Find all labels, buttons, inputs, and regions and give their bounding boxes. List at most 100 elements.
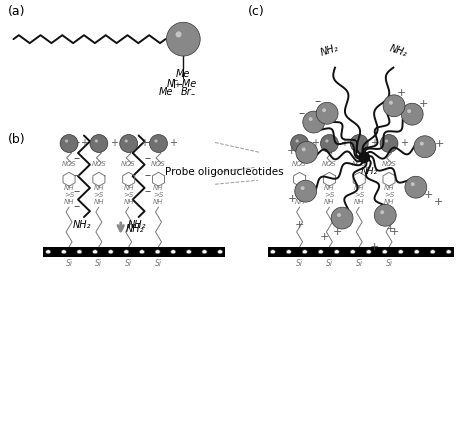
- Text: NH: NH: [123, 185, 134, 191]
- Ellipse shape: [155, 250, 160, 254]
- Ellipse shape: [414, 250, 419, 254]
- Circle shape: [420, 142, 424, 145]
- Text: Si: Si: [296, 259, 303, 268]
- Circle shape: [95, 139, 98, 143]
- Text: NH: NH: [294, 185, 305, 191]
- Text: NH: NH: [354, 185, 365, 191]
- Text: >S: >S: [324, 192, 335, 198]
- Text: NH: NH: [153, 185, 164, 191]
- Ellipse shape: [334, 250, 339, 254]
- Text: NCS: NCS: [382, 161, 396, 168]
- Text: (c): (c): [248, 5, 264, 19]
- Text: +: +: [400, 138, 408, 149]
- Text: –: –: [145, 169, 151, 182]
- Circle shape: [309, 117, 313, 121]
- Bar: [268, 247, 454, 257]
- Text: –: –: [314, 95, 321, 108]
- Text: Si: Si: [155, 259, 162, 268]
- Circle shape: [90, 134, 108, 152]
- Text: >S: >S: [124, 192, 134, 198]
- Text: +: +: [174, 82, 180, 88]
- Circle shape: [291, 134, 309, 152]
- Text: NH: NH: [64, 199, 74, 205]
- Ellipse shape: [139, 250, 145, 254]
- Text: Br: Br: [181, 87, 191, 97]
- Text: NH: NH: [384, 199, 394, 205]
- Text: –: –: [73, 136, 79, 149]
- Ellipse shape: [186, 250, 191, 254]
- Circle shape: [380, 134, 398, 152]
- Ellipse shape: [108, 250, 113, 254]
- Text: >S: >S: [294, 192, 305, 198]
- Text: NH₂: NH₂: [73, 220, 91, 230]
- Text: –: –: [73, 200, 79, 213]
- Text: Si: Si: [125, 259, 132, 268]
- Text: NH: NH: [384, 185, 394, 191]
- Circle shape: [302, 147, 306, 151]
- Text: –: –: [145, 152, 151, 165]
- Text: –: –: [73, 185, 79, 198]
- Text: +: +: [419, 99, 428, 109]
- Text: NH: NH: [94, 185, 104, 191]
- Text: +: +: [110, 138, 118, 149]
- Ellipse shape: [366, 250, 371, 254]
- Circle shape: [405, 176, 427, 198]
- Text: +: +: [369, 242, 379, 252]
- Text: NCS: NCS: [151, 161, 166, 168]
- Ellipse shape: [286, 250, 291, 254]
- Ellipse shape: [270, 250, 275, 254]
- Ellipse shape: [61, 250, 66, 254]
- Ellipse shape: [92, 250, 98, 254]
- Circle shape: [380, 210, 384, 214]
- Text: –: –: [145, 185, 151, 198]
- Circle shape: [389, 101, 393, 105]
- Text: +: +: [435, 139, 444, 149]
- Text: Si: Si: [95, 259, 102, 268]
- Circle shape: [358, 152, 370, 164]
- Text: +: +: [140, 138, 147, 149]
- Circle shape: [296, 141, 318, 163]
- Ellipse shape: [318, 250, 323, 254]
- Text: +: +: [287, 146, 297, 156]
- Text: +: +: [332, 227, 342, 237]
- Text: NH: NH: [64, 185, 74, 191]
- Text: +: +: [389, 227, 399, 237]
- Circle shape: [337, 213, 341, 217]
- Text: Si: Si: [65, 259, 73, 268]
- Ellipse shape: [124, 250, 129, 254]
- Text: Me: Me: [176, 69, 191, 79]
- Circle shape: [383, 95, 405, 117]
- Text: Si: Si: [385, 259, 392, 268]
- Text: N: N: [167, 79, 174, 89]
- Text: NH: NH: [123, 199, 134, 205]
- Text: NH: NH: [153, 199, 164, 205]
- Circle shape: [407, 109, 411, 113]
- Text: NH: NH: [324, 185, 335, 191]
- Circle shape: [175, 31, 182, 38]
- Text: +: +: [80, 138, 88, 149]
- Text: NH: NH: [294, 199, 305, 205]
- Text: (a): (a): [8, 5, 25, 19]
- Circle shape: [60, 134, 78, 152]
- Text: –: –: [299, 107, 305, 120]
- Text: Si: Si: [356, 259, 363, 268]
- Text: +: +: [370, 138, 378, 149]
- Text: NH: NH: [324, 199, 335, 205]
- Text: NH₂: NH₂: [128, 220, 146, 230]
- Circle shape: [166, 22, 200, 56]
- Circle shape: [374, 204, 396, 226]
- Text: NCS: NCS: [62, 161, 76, 168]
- Text: –: –: [73, 169, 79, 182]
- Bar: [43, 247, 225, 257]
- Circle shape: [65, 139, 68, 143]
- Circle shape: [320, 134, 338, 152]
- Circle shape: [331, 207, 353, 229]
- Circle shape: [355, 139, 358, 143]
- Ellipse shape: [382, 250, 387, 254]
- Circle shape: [411, 182, 415, 186]
- Text: +: +: [310, 138, 319, 149]
- Text: >S: >S: [384, 192, 394, 198]
- Circle shape: [295, 139, 299, 143]
- Text: +: +: [295, 220, 304, 230]
- Circle shape: [385, 139, 388, 143]
